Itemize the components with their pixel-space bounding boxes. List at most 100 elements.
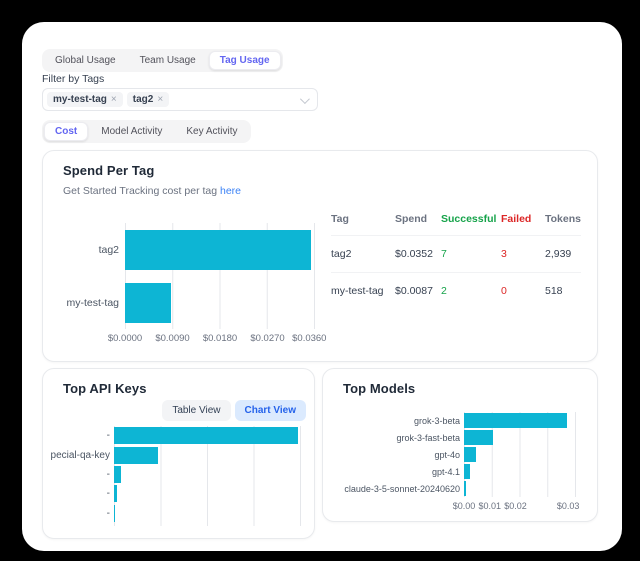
chart-row: pecial-qa-key [51, 445, 301, 464]
col-successful: Successful [441, 213, 497, 225]
tag-pill-my-test-tag[interactable]: my-test-tag × [47, 92, 123, 107]
tag-pill-label: my-test-tag [53, 94, 107, 105]
y-axis-label: claude-3-5-sonnet-20240620 [344, 483, 460, 494]
subtitle-text: Get Started Tracking cost per tag [63, 185, 220, 197]
chart-row: grok-3-fast-beta [335, 429, 576, 446]
y-axis-label: tag2 [98, 243, 119, 256]
bar-api-key-4 [114, 485, 117, 503]
tag-filter-select[interactable]: my-test-tag × tag2 × [42, 88, 318, 111]
table-view-button[interactable]: Table View [162, 400, 231, 421]
bar-grok-3-fast-beta [464, 430, 494, 445]
chart-row: - [63, 484, 301, 503]
chart-row: - [63, 426, 301, 445]
chart-row: gpt-4o [335, 446, 576, 463]
spend-card-title: Spend Per Tag [63, 163, 155, 178]
x-tick: $0.00 [452, 501, 476, 511]
x-tick: $0.0090 [155, 333, 190, 344]
y-axis-label: - [106, 430, 110, 442]
tab-global-usage[interactable]: Global Usage [44, 51, 127, 70]
cell-successful: 2 [441, 272, 501, 309]
bar-tag2 [125, 229, 311, 270]
y-axis-label: grok-3-fast-beta [396, 432, 460, 443]
tab-key-activity[interactable]: Key Activity [175, 122, 248, 141]
bar-api-key-3 [114, 465, 122, 483]
x-tick: $0.0000 [107, 333, 143, 344]
cell-spend: $0.0352 [395, 235, 441, 273]
usage-tab-bar: Global Usage Team Usage Tag Usage [42, 49, 283, 72]
y-axis-label: gpt-4o [434, 449, 460, 460]
tab-team-usage[interactable]: Team Usage [129, 51, 207, 70]
col-spend: Spend [395, 213, 428, 225]
x-tick: $0.0180 [202, 333, 238, 344]
top-api-keys-card: Top API Keys Table View Chart View - pec… [42, 368, 315, 539]
y-axis-label: grok-3-beta [413, 415, 460, 426]
chart-row: - [63, 465, 301, 484]
tab-model-activity[interactable]: Model Activity [90, 122, 173, 141]
chart-row: tag2 [63, 223, 315, 276]
spend-card-subtitle: Get Started Tracking cost per tag here [63, 185, 241, 197]
cell-failed: 0 [501, 272, 545, 309]
filter-by-tags-label: Filter by Tags [42, 73, 105, 85]
main-panel: Global Usage Team Usage Tag Usage Filter… [22, 22, 622, 551]
table-row: tag2 $0.0352 7 3 2,939 [331, 235, 581, 273]
bar-my-test-tag [125, 282, 171, 323]
tag-stats-table: Tag Spend Successful Failed Tokens tag2 … [331, 209, 581, 309]
chart-view-button[interactable]: Chart View [234, 400, 306, 421]
x-tick: $0.0270 [250, 333, 285, 344]
chevron-down-icon [299, 94, 310, 105]
remove-tag-icon[interactable]: × [157, 94, 164, 105]
x-axis-ticks: $0.00 $0.01 $0.02 $0.03 [453, 497, 580, 511]
chart-row: gpt-4.1 [335, 463, 576, 480]
top-api-keys-chart: - pecial-qa-key - - - [51, 426, 301, 526]
tab-tag-usage[interactable]: Tag Usage [208, 51, 281, 70]
api-keys-card-title: Top API Keys [63, 381, 147, 396]
x-tick: $0.01 [478, 501, 502, 511]
remove-tag-icon[interactable]: × [110, 94, 117, 105]
bar-gpt-4-1 [464, 464, 470, 479]
x-axis-ticks: $0.0000 $0.0090 $0.0180 $0.0270 $0.0360 [108, 329, 327, 345]
col-tokens: Tokens [545, 213, 581, 225]
chart-row: my-test-tag [63, 276, 315, 329]
bar-claude-3-5-sonnet [464, 481, 467, 496]
cell-tag: my-test-tag [331, 272, 395, 309]
spend-per-tag-card: Spend Per Tag Get Started Tracking cost … [42, 150, 598, 362]
chart-row: claude-3-5-sonnet-20240620 [335, 480, 576, 497]
table-row: my-test-tag $0.0087 2 0 518 [331, 272, 581, 309]
cell-tokens: 2,939 [545, 235, 581, 273]
models-card-title: Top Models [343, 381, 416, 396]
tag-pill-label: tag2 [132, 94, 154, 105]
table-header-row: Tag Spend Successful Failed Tokens [331, 209, 581, 236]
chart-row: - [63, 504, 301, 523]
y-axis-label: gpt-4.1 [431, 466, 460, 477]
x-tick: $0.02 [504, 501, 527, 511]
y-axis-label: pecial-qa-key [50, 449, 110, 461]
spend-per-tag-chart: tag2 my-test-tag $0.0000 $0.0090 $0.0180… [63, 223, 327, 345]
cell-successful: 7 [441, 235, 501, 273]
bar-grok-3-beta [464, 413, 568, 428]
tab-cost[interactable]: Cost [44, 122, 89, 141]
col-tag: Tag [331, 213, 349, 225]
cell-tag: tag2 [331, 235, 395, 273]
y-axis-label: my-test-tag [66, 296, 119, 309]
tag-pill-tag2[interactable]: tag2 × [126, 92, 170, 107]
bar-api-key-1 [114, 427, 299, 445]
col-failed: Failed [501, 213, 532, 225]
cell-failed: 3 [501, 235, 545, 273]
x-tick: $0.03 [556, 501, 580, 511]
cell-spend: $0.0087 [395, 272, 441, 309]
view-toggle: Table View Chart View [162, 400, 306, 421]
here-link[interactable]: here [220, 185, 242, 197]
bar-gpt-4o [464, 447, 477, 462]
cell-tokens: 518 [545, 272, 581, 309]
top-models-card: Top Models grok-3-beta grok-3-fast-beta … [322, 368, 598, 522]
y-axis-label: - [106, 468, 110, 480]
chart-row: grok-3-beta [335, 412, 576, 429]
x-tick: $0.0360 [292, 333, 327, 344]
bar-api-key-2 [114, 446, 158, 464]
top-models-chart: grok-3-beta grok-3-fast-beta gpt-4o gpt-… [335, 412, 580, 511]
metric-tab-bar: Cost Model Activity Key Activity [42, 120, 251, 143]
bar-api-key-5 [114, 504, 115, 522]
y-axis-label: - [106, 507, 110, 519]
y-axis-label: - [106, 488, 110, 500]
